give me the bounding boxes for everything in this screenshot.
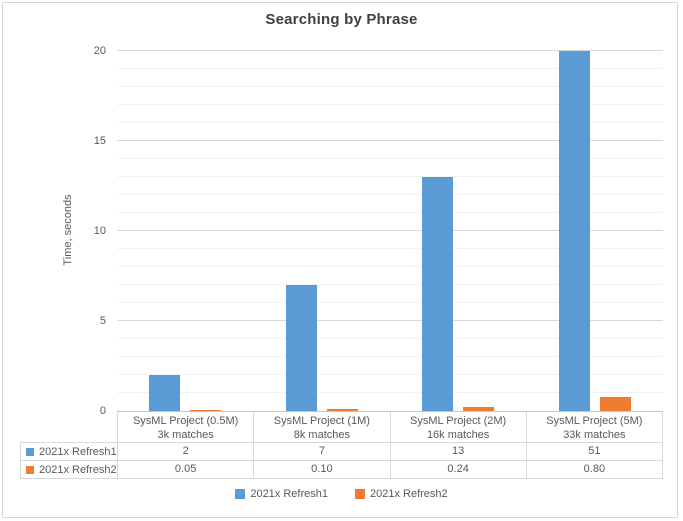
minor-gridline [117,338,663,339]
category-label-line2: 3k matches [157,429,214,441]
table-series-name: 2021x Refresh1 [20,443,117,460]
major-gridline [117,140,663,141]
table-series-label: 2021x Refresh1 [39,445,117,458]
legend-item[interactable]: 2021x Refresh2 [355,488,448,500]
table-series-label: 2021x Refresh2 [39,463,117,476]
series-swatch-icon [26,465,34,474]
table-cell: 0.80 [525,461,663,478]
category-label: SysML Project (2M) 16k matches [389,412,526,443]
minor-gridline [117,176,663,177]
y-tick-label: 5 [99,315,106,327]
y-tick-label: 0 [99,405,106,417]
minor-gridline [117,104,663,105]
minor-gridline [117,194,663,195]
major-gridline [117,50,663,51]
x-axis-category-labels: SysML Project (0.5M) 3k matches SysML Proj… [117,411,663,443]
category-label-line1: SysML Project (5M) [546,415,643,427]
category-label-line2: 33k matches [563,429,626,441]
bar[interactable] [285,285,317,411]
bar[interactable] [599,396,631,411]
data-table: 2021x Refresh1 2 7 13 51 2021x Refresh2 0.05 0.… [20,442,663,479]
minor-gridline [117,284,663,285]
legend-label: 2021x Refresh2 [370,488,448,500]
minor-gridline [117,266,663,267]
bar-group [254,51,391,411]
legend-swatch-icon [235,489,246,499]
minor-gridline [117,86,663,87]
bar[interactable] [463,406,495,411]
major-gridline [117,320,663,321]
table-row: 2021x Refresh2 0.05 0.10 0.24 0.80 [20,461,663,479]
table-cell: 2 [117,443,253,460]
category-label: SysML Project (5M) 33k matches [525,412,663,443]
minor-gridline [117,374,663,375]
table-cell: 0.10 [253,461,389,478]
bar-group [527,51,664,411]
category-label-line2: 16k matches [426,429,490,441]
legend-swatch-icon [355,489,365,499]
minor-gridline [117,122,663,123]
table-cell: 0.05 [117,461,253,478]
table-row: 2021x Refresh1 2 7 13 51 [20,443,663,461]
legend-label: 2021x Refresh1 [250,488,328,500]
category-label: SysML Project (1M) 8k matches [253,412,389,443]
bars [117,51,663,411]
plot-area [117,50,663,411]
bar[interactable] [190,410,222,411]
chart-title: Searching by Phrase [265,11,418,28]
minor-gridline [117,158,663,159]
y-axis-title: Time, seconds [62,194,74,266]
y-tick-label: 15 [93,135,106,147]
legend: 2021x Refresh1 2021x Refresh2 [0,488,683,500]
table-series-name: 2021x Refresh2 [20,461,117,478]
table-cell: 7 [253,443,389,460]
minor-gridline [117,212,663,213]
bar[interactable] [558,51,590,411]
table-cell: 0.24 [389,461,526,478]
minor-gridline [117,392,663,393]
legend-item[interactable]: 2021x Refresh1 [235,488,328,500]
table-cell: 51 [525,443,663,460]
table-cell: 13 [389,443,526,460]
major-gridline [117,230,663,231]
series-swatch-icon [26,447,34,456]
bar[interactable] [326,409,358,411]
bar-group [117,51,254,411]
y-tick-label: 10 [93,225,106,237]
bar[interactable] [422,177,454,411]
bar-group [390,51,527,411]
minor-gridline [117,356,663,357]
category-label-line2: 8k matches [293,429,350,441]
category-label-line1: SysML Project (1M) [273,415,370,427]
minor-gridline [117,248,663,249]
y-tick-label: 20 [93,45,106,57]
category-label-line1: SysML Project (0.5M) [132,415,239,427]
category-label: SysML Project (0.5M) 3k matches [117,412,253,443]
bar[interactable] [149,375,181,411]
minor-gridline [117,68,663,69]
category-label-line1: SysML Project (2M) [410,415,507,427]
minor-gridline [117,302,663,303]
